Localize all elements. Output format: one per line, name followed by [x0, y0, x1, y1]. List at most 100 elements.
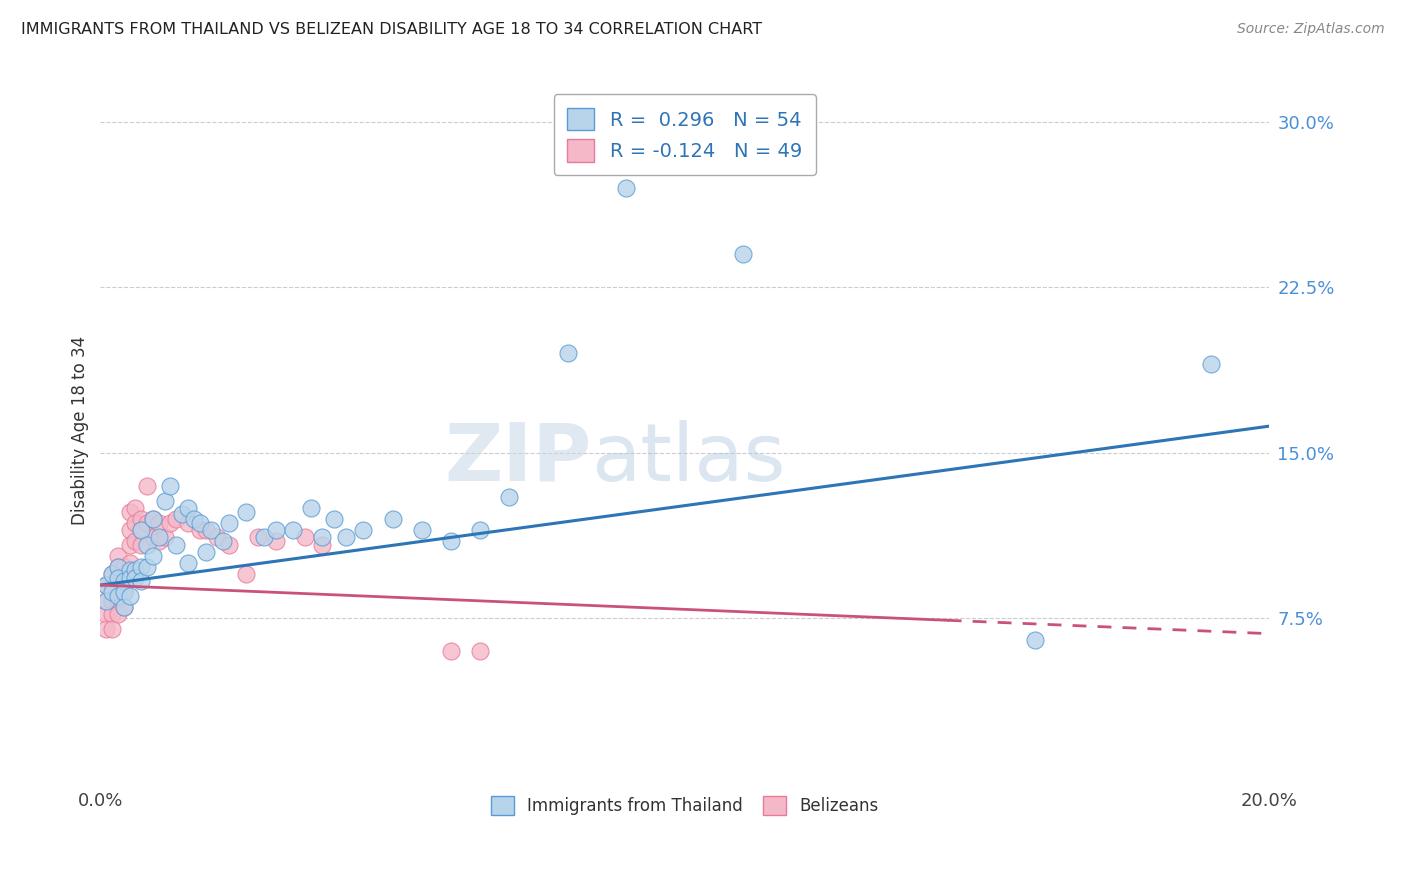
Point	[294, 529, 316, 543]
Point	[129, 560, 152, 574]
Point	[107, 578, 129, 592]
Point	[124, 572, 146, 586]
Legend: Immigrants from Thailand, Belizeans: Immigrants from Thailand, Belizeans	[481, 786, 889, 825]
Point	[177, 500, 200, 515]
Point	[153, 494, 176, 508]
Point	[107, 572, 129, 586]
Point	[148, 529, 170, 543]
Text: atlas: atlas	[591, 420, 786, 498]
Point	[124, 533, 146, 548]
Point	[142, 512, 165, 526]
Point	[148, 533, 170, 548]
Point	[247, 529, 270, 543]
Point	[188, 516, 211, 531]
Point	[112, 600, 135, 615]
Point	[118, 563, 141, 577]
Point	[112, 572, 135, 586]
Point	[159, 479, 181, 493]
Point	[235, 505, 257, 519]
Point	[118, 505, 141, 519]
Point	[101, 622, 124, 636]
Point	[200, 523, 222, 537]
Point	[107, 560, 129, 574]
Point	[118, 556, 141, 570]
Point	[470, 644, 492, 658]
Point	[159, 516, 181, 531]
Point	[498, 490, 520, 504]
Point	[107, 589, 129, 603]
Text: Source: ZipAtlas.com: Source: ZipAtlas.com	[1237, 22, 1385, 37]
Point	[96, 578, 118, 592]
Point	[124, 500, 146, 515]
Point	[440, 533, 463, 548]
Point	[107, 607, 129, 621]
Point	[136, 538, 159, 552]
Point	[142, 549, 165, 564]
Point	[112, 574, 135, 588]
Point	[183, 512, 205, 526]
Point	[107, 593, 129, 607]
Point	[205, 529, 228, 543]
Text: IMMIGRANTS FROM THAILAND VS BELIZEAN DISABILITY AGE 18 TO 34 CORRELATION CHART: IMMIGRANTS FROM THAILAND VS BELIZEAN DIS…	[21, 22, 762, 37]
Point	[194, 523, 217, 537]
Point	[165, 538, 187, 552]
Point	[153, 529, 176, 543]
Point	[470, 523, 492, 537]
Point	[194, 545, 217, 559]
Point	[129, 574, 152, 588]
Point	[96, 622, 118, 636]
Point	[129, 523, 152, 537]
Point	[142, 529, 165, 543]
Point	[218, 538, 240, 552]
Point	[1024, 633, 1046, 648]
Point	[335, 529, 357, 543]
Point	[212, 533, 235, 548]
Point	[101, 607, 124, 621]
Point	[557, 346, 579, 360]
Point	[101, 584, 124, 599]
Point	[96, 593, 118, 607]
Point	[264, 523, 287, 537]
Point	[253, 529, 276, 543]
Point	[136, 560, 159, 574]
Text: ZIP: ZIP	[444, 420, 591, 498]
Point	[112, 584, 135, 599]
Point	[323, 512, 346, 526]
Point	[118, 538, 141, 552]
Point	[235, 567, 257, 582]
Point	[129, 538, 152, 552]
Point	[107, 549, 129, 564]
Point	[299, 500, 322, 515]
Point	[733, 247, 755, 261]
Point	[188, 523, 211, 537]
Point	[101, 578, 124, 592]
Point	[177, 516, 200, 531]
Point	[264, 533, 287, 548]
Point	[311, 538, 333, 552]
Point	[440, 644, 463, 658]
Point	[283, 523, 305, 537]
Point	[101, 567, 124, 582]
Point	[118, 572, 141, 586]
Point	[148, 516, 170, 531]
Point	[124, 516, 146, 531]
Point	[165, 512, 187, 526]
Point	[118, 589, 141, 603]
Point	[177, 556, 200, 570]
Point	[136, 479, 159, 493]
Point	[101, 593, 124, 607]
Point	[96, 607, 118, 621]
Point	[118, 523, 141, 537]
Point	[311, 529, 333, 543]
Point	[411, 523, 433, 537]
Point	[136, 516, 159, 531]
Point	[112, 560, 135, 574]
Point	[614, 181, 637, 195]
Point	[129, 512, 152, 526]
Point	[1199, 357, 1222, 371]
Point	[112, 600, 135, 615]
Y-axis label: Disability Age 18 to 34: Disability Age 18 to 34	[72, 336, 89, 525]
Point	[101, 567, 124, 582]
Point	[129, 523, 152, 537]
Point	[107, 560, 129, 574]
